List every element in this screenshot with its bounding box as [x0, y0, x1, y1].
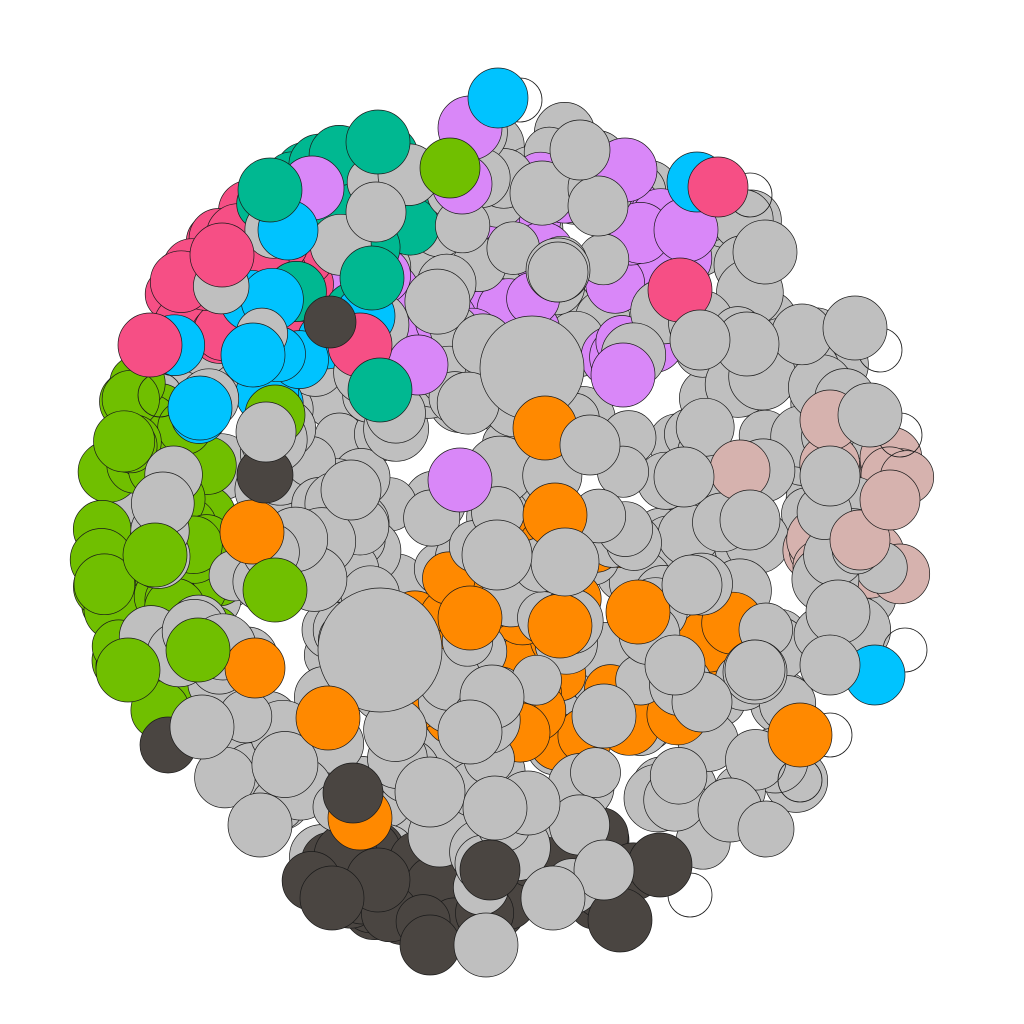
gray-bubble: [653, 446, 715, 508]
violet-bubble: [590, 342, 656, 408]
gray-bubble: [837, 382, 903, 448]
teal-bubble: [237, 157, 303, 223]
orange-bubble: [605, 579, 671, 645]
gray-bubble: [799, 634, 861, 696]
green-bubble: [419, 137, 481, 199]
pink-bubble: [687, 156, 749, 218]
dark-bubble: [627, 832, 693, 898]
dark-bubble: [399, 914, 461, 976]
orange-bubble: [219, 499, 285, 565]
gray-bubble: [320, 459, 382, 521]
gray-bubble: [661, 554, 723, 616]
gray-bubble: [251, 731, 319, 798]
green-bubble: [95, 637, 161, 703]
gray-bubble: [822, 295, 888, 361]
gray-bubble: [462, 775, 528, 841]
green-bubble: [242, 557, 308, 623]
pink-bubble: [189, 222, 255, 288]
gray-bubble: [649, 747, 708, 805]
gray-bubble: [570, 747, 621, 798]
gray-bubble: [805, 579, 871, 645]
rose-bubble: [859, 469, 921, 531]
gray-bubble: [461, 519, 533, 591]
gray-bubble: [771, 303, 833, 366]
orange-bubble: [527, 593, 593, 659]
gray-bubble: [799, 445, 861, 507]
gray-bubble: [573, 839, 635, 901]
teal-bubble: [339, 245, 405, 311]
green-bubble: [73, 553, 136, 616]
gray-bubble: [724, 639, 786, 701]
orange-bubble: [437, 585, 503, 651]
pink-bubble: [117, 312, 183, 378]
teal-bubble: [347, 357, 413, 423]
gray-bubble: [404, 268, 471, 335]
dark-bubble: [459, 839, 521, 901]
gray-bubble: [317, 587, 443, 713]
dark-bubble: [303, 295, 357, 349]
dark-bubble: [322, 762, 384, 824]
gray-bubble: [732, 219, 798, 285]
gray-bubble: [669, 309, 731, 371]
orange-bubble: [295, 685, 361, 751]
cyan-bubble: [467, 67, 529, 129]
gray-bubble: [437, 699, 503, 765]
dark-bubble: [299, 865, 365, 931]
cyan-bubble: [167, 375, 233, 441]
gray-bubble: [737, 800, 795, 858]
gray-bubble: [571, 683, 637, 749]
rose-bubble: [709, 439, 771, 501]
gray-bubble: [549, 119, 611, 181]
violet-bubble: [427, 447, 493, 513]
gray-bubble: [345, 181, 407, 243]
green-bubble: [93, 410, 156, 473]
orange-bubble: [224, 637, 286, 699]
gray-bubble: [520, 865, 586, 931]
gray-bubble: [453, 912, 519, 978]
teal-bubble: [345, 109, 411, 175]
green-bubble: [165, 617, 231, 683]
cyan-bubble: [220, 322, 286, 388]
gray-bubble: [527, 241, 589, 303]
gray-bubble: [530, 527, 600, 597]
gray-bubble: [394, 756, 466, 828]
gray-bubble: [227, 792, 293, 858]
orange-bubble: [767, 702, 833, 768]
gray-bubble: [559, 414, 621, 476]
gray-bubble: [235, 401, 297, 463]
gray-bubble: [719, 489, 781, 551]
gray-bubble: [644, 634, 706, 696]
gray-bubble: [169, 694, 235, 760]
gray-bubble: [567, 175, 629, 237]
green-bubble: [122, 522, 188, 588]
